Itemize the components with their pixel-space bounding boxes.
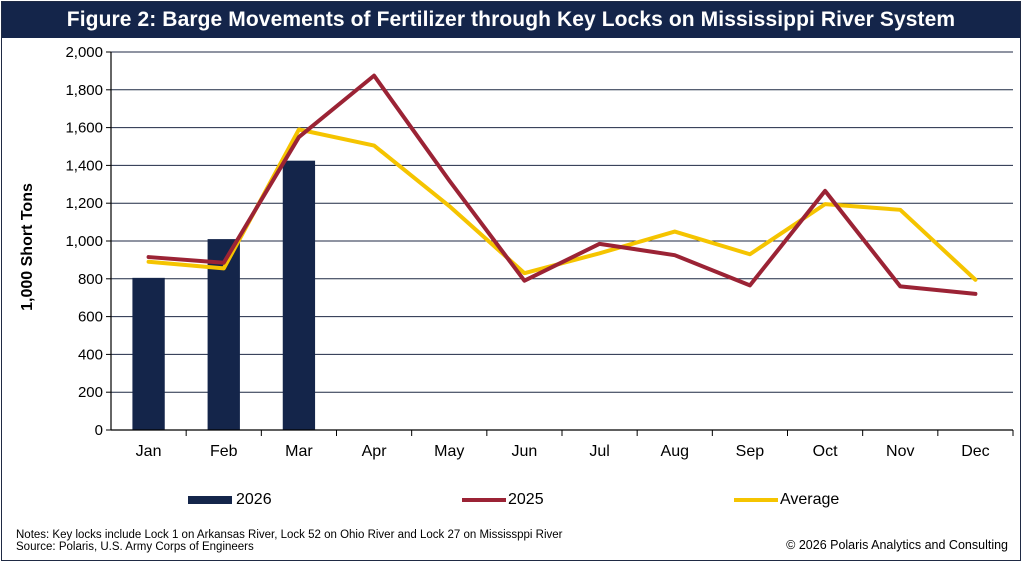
y-tick-label: 800 (78, 271, 103, 288)
x-tick-label: Sep (736, 443, 765, 460)
chart-notes: Notes: Key locks include Lock 1 on Arkan… (16, 529, 563, 553)
lines (146, 73, 978, 296)
legend-label-average: Average (780, 491, 840, 508)
chart-title: Figure 2: Barge Movements of Fertilizer … (2, 2, 1020, 38)
x-tick-label: Aug (661, 443, 689, 460)
y-tick-label: 400 (78, 346, 103, 363)
y-tick-label: 1,800 (65, 82, 103, 99)
y-tick-label: 0 (95, 422, 103, 439)
legend-item-2025: 2025 (462, 490, 582, 510)
copyright: © 2026 Polaris Analytics and Consulting (786, 538, 1008, 552)
bar-2026-feb (207, 239, 240, 430)
x-tick-label: Jun (512, 443, 538, 460)
x-tick-label: Dec (961, 443, 989, 460)
notes-line: Notes: Key locks include Lock 1 on Arkan… (16, 529, 563, 541)
legend-swatch-2025 (462, 498, 506, 502)
x-tick-label: Mar (285, 443, 313, 460)
x-tick-label: Oct (813, 443, 838, 460)
legend-swatch-2026 (188, 496, 232, 504)
legend-item-average: Average (734, 490, 874, 510)
legend-swatch-average (734, 498, 778, 502)
legend-label-2025: 2025 (508, 491, 544, 508)
y-tick-label: 200 (78, 384, 103, 401)
x-tick-label: Feb (210, 443, 238, 460)
bars-2026 (132, 160, 316, 431)
x-tick-label: Jan (136, 443, 162, 460)
x-tick-label: Nov (886, 443, 914, 460)
y-tick-label: 1,200 (65, 195, 103, 212)
axes: 0 200 400 600 800 1,000 1,200 1,400 1,600 1,800 2,… (65, 44, 1014, 460)
line-average (146, 127, 978, 282)
legend-item-2026: 2026 (188, 490, 308, 510)
y-tick-label: 1,000 (65, 233, 103, 250)
bar-2026-mar (282, 160, 316, 431)
source-line: Source: Polaris, U.S. Army Corps of Engi… (16, 541, 254, 553)
y-tick-label: 2,000 (65, 44, 103, 61)
line-2025 (146, 73, 978, 296)
legend-label-2026: 2026 (236, 491, 272, 508)
x-tick-label: May (434, 443, 464, 460)
y-tick-label: 1,600 (65, 120, 103, 137)
x-tick-label: Jul (589, 443, 609, 460)
y-tick-label: 600 (78, 309, 103, 326)
y-axis-label: 1,000 Short Tons (19, 183, 36, 311)
y-tick-label: 1,400 (65, 157, 103, 174)
bar-2026-jan (132, 277, 165, 430)
x-tick-label: Apr (362, 443, 388, 460)
chart-canvas: 0 200 400 600 800 1,000 1,200 1,400 1,600 1,800 2,… (19, 44, 1014, 460)
